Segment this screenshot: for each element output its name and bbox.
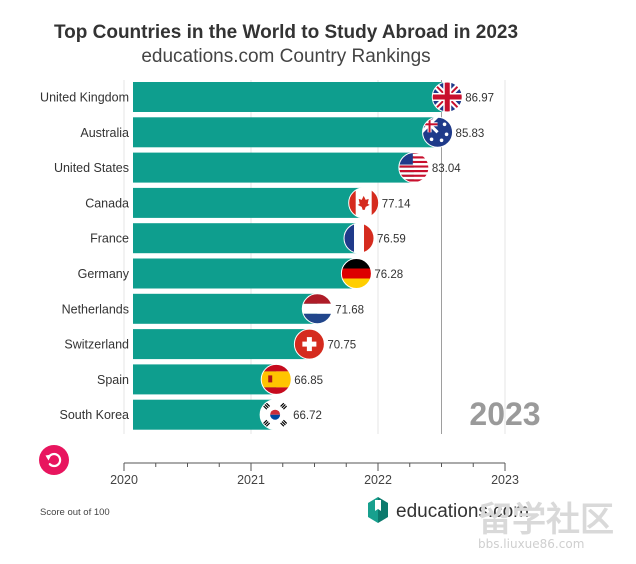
bar bbox=[133, 329, 310, 360]
category-label: Australia bbox=[80, 126, 129, 140]
timeline-tick-label: 2023 bbox=[491, 473, 519, 487]
footnote: Score out of 100 bbox=[40, 507, 110, 518]
germany-flag-icon bbox=[340, 258, 372, 289]
value-label: 70.75 bbox=[327, 340, 356, 352]
value-label: 85.83 bbox=[456, 128, 485, 140]
logo-text: educations.com bbox=[396, 501, 529, 522]
bar bbox=[133, 399, 276, 430]
category-label: Canada bbox=[85, 196, 129, 210]
value-label: 76.28 bbox=[374, 269, 403, 281]
chart-subtitle: educations.com Country Rankings bbox=[141, 46, 430, 67]
value-label: 86.97 bbox=[465, 93, 494, 105]
bar bbox=[133, 117, 438, 148]
bar-row: Spain 66.85 bbox=[97, 363, 323, 395]
france-flag-icon bbox=[343, 222, 375, 254]
bar-row: Australia 85.83 bbox=[80, 116, 484, 148]
value-label: 83.04 bbox=[432, 163, 461, 175]
category-label: Spain bbox=[97, 373, 129, 387]
bar-row: Germany 76.28 bbox=[78, 258, 403, 289]
bar-row: Switzerland 70.75 bbox=[64, 328, 356, 360]
switzerland-flag-icon bbox=[293, 328, 325, 360]
timeline-tick-label: 2020 bbox=[110, 473, 138, 487]
value-label: 66.85 bbox=[294, 375, 323, 387]
canada-flag-icon bbox=[348, 187, 380, 219]
bar bbox=[133, 293, 318, 324]
bar-row: United Kingdom 86.97 bbox=[40, 81, 494, 113]
bar bbox=[133, 82, 448, 112]
timeline-tick-label: 2022 bbox=[364, 473, 392, 487]
watermark-url: bbs.liuxue86.com bbox=[478, 537, 584, 551]
category-label: Netherlands bbox=[62, 302, 129, 316]
educations-logo: educations.com bbox=[368, 497, 529, 523]
value-label: 71.68 bbox=[335, 304, 364, 316]
category-label: France bbox=[90, 232, 129, 246]
bar-row: Netherlands 71.68 bbox=[62, 293, 364, 325]
bar bbox=[133, 152, 414, 183]
watermark: 留学社区 bbs.liuxue86.com bbox=[478, 500, 614, 551]
spain-flag-icon bbox=[260, 363, 292, 395]
netherlands-flag-icon bbox=[301, 293, 333, 325]
uk-flag-icon bbox=[431, 81, 463, 113]
value-label: 77.14 bbox=[382, 198, 411, 210]
bar-row: Canada 77.14 bbox=[85, 187, 411, 219]
bar bbox=[133, 258, 357, 289]
replay-button[interactable] bbox=[39, 445, 69, 475]
chart-title: Top Countries in the World to Study Abro… bbox=[54, 22, 518, 43]
bar bbox=[133, 187, 364, 218]
south-korea-flag-icon bbox=[259, 399, 291, 431]
category-label: Germany bbox=[78, 267, 130, 281]
replay-icon bbox=[45, 452, 62, 468]
value-label: 76.59 bbox=[377, 234, 406, 246]
category-label: United Kingdom bbox=[40, 91, 129, 105]
timeline-axis[interactable]: 2020 2021 2022 2023 bbox=[110, 462, 519, 487]
category-label: Switzerland bbox=[64, 338, 129, 352]
watermark-text: 留学社区 bbox=[478, 500, 614, 540]
bar-row: France 76.59 bbox=[90, 222, 406, 254]
educations-logo-icon bbox=[368, 497, 388, 523]
category-label: South Korea bbox=[60, 408, 130, 422]
category-label: United States bbox=[54, 161, 129, 175]
bar bbox=[133, 364, 277, 395]
bar-group: United Kingdom 86.97 Australia 85.83 United … bbox=[40, 81, 494, 431]
timeline-tick-label: 2021 bbox=[237, 473, 265, 487]
bar bbox=[133, 223, 360, 254]
current-year-label: 2023 bbox=[469, 396, 540, 432]
bar-row: South Korea 66.72 bbox=[60, 399, 322, 431]
value-label: 66.72 bbox=[293, 410, 322, 422]
bar-row: United States 83.04 bbox=[54, 152, 461, 184]
usa-flag-icon bbox=[398, 152, 430, 184]
